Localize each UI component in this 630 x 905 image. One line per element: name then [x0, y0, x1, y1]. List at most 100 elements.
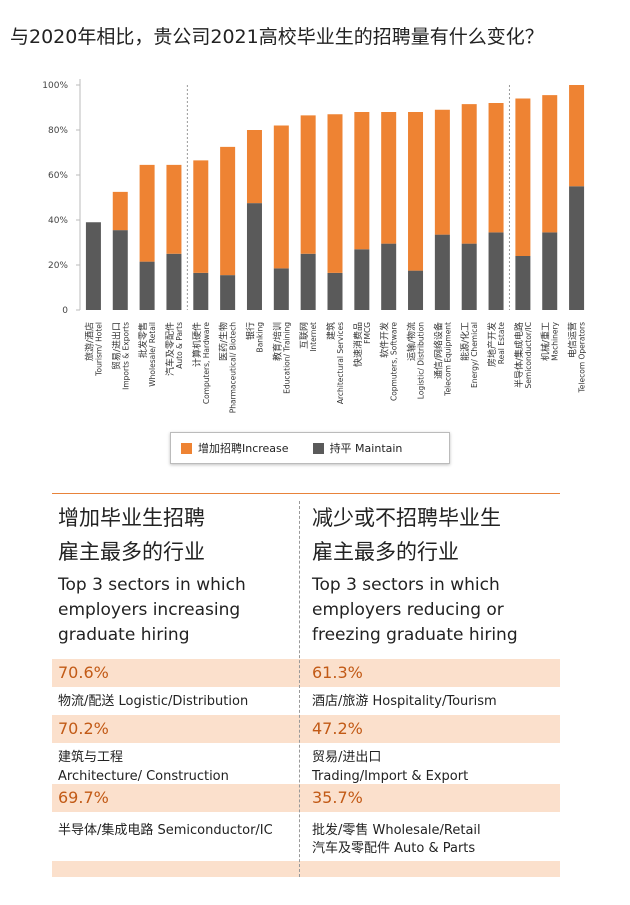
x-tick-label-cn: 医药/生物	[218, 322, 230, 361]
bar-increase-15	[461, 104, 477, 244]
x-tick-label-cn: 房地产开发	[486, 322, 498, 367]
band-2	[52, 715, 560, 743]
bar-increase-14	[434, 109, 450, 235]
bar-maintain-2	[112, 230, 128, 310]
x-tick-label-cn: 批发零售	[137, 322, 149, 358]
decrease-heading-cn-2: 雇主最多的行业	[312, 540, 459, 564]
x-tick-label-en: Logistic/ Distribution	[417, 322, 426, 399]
bar-maintain-16	[488, 232, 504, 310]
stacked-bar-chart: 0 20% 40% 60% 80% 100% 旅游/酒店 Tourism/ Hotel 贸易/进…	[42, 79, 587, 413]
x-tick-label-cn: 机械/重工	[540, 322, 552, 361]
x-tick-label-en: Auto & Parts	[175, 322, 184, 369]
bar-maintain-17	[515, 256, 531, 310]
increase-3-sector: 半导体/集成电路 Semiconductor/IC	[58, 823, 273, 838]
bar-increase-8	[273, 125, 289, 269]
panel-divider	[299, 501, 300, 877]
y-tick-label: 0	[62, 306, 68, 316]
legend-maintain: 持平 Maintain	[312, 440, 403, 456]
x-tick-label-en: Education/ Training	[282, 322, 291, 394]
x-tick-label-en: Telecom Operators	[578, 322, 587, 394]
decrease-heading-en-3: freezing graduate hiring	[312, 625, 518, 645]
increase-1-sector: 物流/配送 Logistic/Distribution	[58, 694, 249, 709]
legend-maintain-label: 持平 Maintain	[329, 442, 403, 455]
x-tick-label-en: Machinery	[551, 321, 560, 360]
x-tick-label-cn: 通信/网络设备	[432, 322, 444, 379]
band-3	[52, 784, 560, 812]
bar-increase-7	[246, 130, 262, 204]
bar-increase-10	[327, 114, 343, 273]
decrease-heading-cn-1: 减少或不招聘毕业生	[312, 506, 501, 530]
band-1	[52, 659, 560, 687]
bar-maintain-14	[434, 234, 450, 310]
y-tick-label: 20%	[48, 261, 68, 271]
x-tick-label-en: Real Estate	[497, 322, 506, 365]
bar-maintain-7	[246, 203, 262, 310]
x-tick-label-cn: 半导体/集成电路	[513, 322, 525, 388]
decrease-column: 减少或不招聘毕业生 雇主最多的行业 Top 3 sectors in which…	[312, 501, 552, 648]
bar-increase-5	[193, 160, 209, 273]
page-title: 与2020年相比，贵公司2021高校毕业生的招聘量有什么变化？	[10, 26, 544, 48]
decrease-heading-en-2: employers reducing or	[312, 600, 504, 620]
increase-2-sector-cn: 建筑与工程	[58, 750, 124, 765]
bar-maintain-18	[542, 232, 558, 310]
x-tick-label-cn: 建筑	[325, 322, 337, 340]
bar-increase-6	[220, 146, 236, 276]
x-tick-label-en: Internet	[309, 322, 318, 352]
decrease-1-percent: 61.3%	[312, 663, 363, 682]
decrease-3-sector-2: 汽车及零配件 Auto & Parts	[312, 841, 476, 856]
bar-maintain-3	[139, 261, 155, 310]
bar-maintain-10	[327, 272, 343, 310]
bar-maintain-13	[408, 270, 424, 310]
x-tick-label-cn: 计算机硬件	[191, 322, 203, 367]
bar-maintain-5	[193, 272, 209, 310]
increase-heading-en-1: Top 3 sectors in which	[58, 575, 246, 595]
y-tick-label: 60%	[48, 171, 68, 181]
bar-maintain-1	[85, 222, 101, 310]
increase-heading-cn-1: 增加毕业生招聘	[58, 506, 205, 530]
decrease-2-percent: 47.2%	[312, 719, 363, 738]
x-tick-label-cn: 电信运营	[567, 322, 579, 358]
decrease-2-sector-cn: 贸易/进出口	[312, 750, 382, 765]
decrease-1-sector: 酒店/旅游 Hospitality/Tourism	[312, 694, 497, 709]
x-tick-label-en: Pharmaceutical/ Biotech	[229, 322, 238, 413]
x-tick-label-cn: 快速消费品	[352, 322, 364, 367]
x-tick-label-cn: 运输/物流	[406, 322, 418, 361]
increase-1-percent: 70.6%	[58, 663, 109, 682]
x-tick-label-cn: 旅游/酒店	[83, 322, 95, 361]
decrease-heading-en: Top 3 sectors in which employers reducin…	[312, 573, 552, 648]
bar-increase-3	[139, 164, 155, 262]
decrease-3-sector-1: 批发/零售 Wholesale/Retail	[312, 823, 481, 838]
bar-increase-17	[515, 98, 531, 256]
y-tick-label: 100%	[42, 81, 68, 91]
y-tick-label: 80%	[48, 126, 68, 136]
increase-2-sector-en: Architecture/ Construction	[58, 769, 229, 784]
x-tick-label-cn: 贸易/进出口	[110, 322, 122, 370]
decrease-3-percent: 35.7%	[312, 788, 363, 807]
x-tick-label-en: Banking	[255, 322, 264, 353]
bar-increase-11	[354, 112, 370, 250]
bar-maintain-19	[569, 186, 585, 310]
bar-maintain-4	[166, 253, 182, 310]
x-tick-label-cn: 银行	[244, 322, 256, 340]
bar-increase-9	[300, 115, 316, 254]
x-tick-label-en: Energy/ Chemical	[470, 322, 479, 388]
x-tick-label-cn: 互联网	[299, 322, 310, 349]
bar-maintain-11	[354, 249, 370, 310]
bar-increase-16	[488, 103, 504, 233]
band-bottom	[52, 861, 560, 877]
bar-increase-12	[381, 112, 397, 244]
x-tick-label-en: Semiconductor/IC	[524, 322, 533, 388]
x-tick-label-cn: 能源/化工	[459, 322, 471, 361]
legend-increase-swatch	[181, 442, 192, 454]
bar-increase-18	[542, 95, 558, 233]
legend-maintain-swatch	[312, 442, 324, 454]
bar-increase-2	[112, 191, 128, 231]
increase-heading-cn-2: 雇主最多的行业	[58, 540, 205, 564]
increase-heading-en-3: graduate hiring	[58, 625, 190, 645]
x-tick-label-cn: 软件开发	[379, 322, 391, 358]
legend-increase: 增加招聘Increase	[181, 440, 289, 456]
bar-maintain-6	[220, 275, 236, 310]
legend-increase-label: 增加招聘Increase	[198, 442, 289, 455]
x-tick-label-en: Computers, Hardware	[202, 322, 211, 405]
bar-increase-4	[166, 164, 182, 254]
